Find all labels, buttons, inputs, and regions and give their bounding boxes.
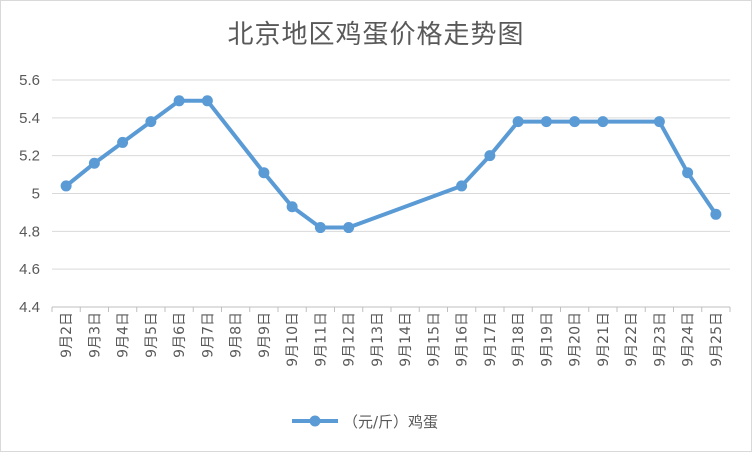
- x-tick-label: 9月12日: [342, 312, 358, 367]
- y-axis: 4.4 4.6 4.8 5 5.2 5.4 5.6: [19, 72, 40, 316]
- chart-title: 北京地区鸡蛋价格走势图: [227, 20, 525, 50]
- x-tick-label: 9月10日: [285, 312, 301, 367]
- y-tick-label: 4.4: [19, 299, 40, 316]
- x-tick-label: 9月25日: [709, 312, 725, 367]
- data-point: [569, 116, 581, 128]
- gridlines: [52, 79, 730, 308]
- legend-label: （元/斤）鸡蛋: [343, 413, 438, 431]
- data-point: [88, 157, 100, 169]
- x-tick-label: 9月16日: [455, 312, 471, 367]
- data-point: [258, 167, 270, 179]
- data-point: [682, 167, 694, 179]
- data-point: [710, 208, 722, 220]
- data-point: [60, 180, 72, 192]
- y-tick-label: 5: [32, 186, 40, 203]
- x-tick-label: 9月20日: [568, 312, 584, 367]
- x-tick-label: 9月3日: [87, 312, 103, 358]
- data-point: [201, 95, 213, 107]
- legend-marker-swatch: [309, 415, 321, 427]
- x-tick-label: 9月14日: [398, 312, 414, 367]
- x-tick-label: 9月6日: [172, 312, 188, 358]
- series-group: [60, 95, 722, 234]
- y-tick-label: 5.4: [19, 110, 40, 127]
- x-axis: 9月2日 9月3日 9月4日 9月5日 9月6日 9月7日 9月8日 9月9日 9月10日 9月1…: [51, 307, 731, 367]
- x-tick-label: 9月19日: [539, 312, 555, 367]
- data-point: [512, 116, 524, 128]
- x-tick-label: 9月5日: [144, 312, 160, 358]
- x-tick-label: 9月2日: [59, 312, 75, 358]
- y-tick-label: 5.6: [19, 72, 40, 89]
- y-tick-label: 5.2: [19, 148, 40, 165]
- data-point: [456, 180, 468, 192]
- data-point: [484, 150, 496, 162]
- x-tick-label: 9月8日: [229, 312, 245, 358]
- x-tick-label: 9月11日: [313, 312, 329, 367]
- data-point: [117, 136, 129, 148]
- data-point: [653, 116, 665, 128]
- data-point: [286, 201, 298, 213]
- x-tick-label: 9月18日: [511, 312, 527, 367]
- legend: （元/斤）鸡蛋: [292, 413, 438, 431]
- series-line: [64, 98, 718, 230]
- x-tick-label: 9月13日: [370, 312, 386, 367]
- data-point: [597, 116, 609, 128]
- x-tick-label: 9月17日: [483, 312, 499, 367]
- x-tick-label: 9月23日: [652, 312, 668, 367]
- data-point: [314, 222, 326, 234]
- x-tick-label: 9月22日: [624, 312, 640, 367]
- x-tick-label: 9月7日: [200, 312, 216, 358]
- y-tick-label: 4.6: [19, 261, 40, 278]
- data-point: [145, 116, 157, 128]
- x-tick-label: 9月9日: [257, 312, 273, 358]
- x-tick-label: 9月21日: [596, 312, 612, 367]
- data-point: [540, 116, 552, 128]
- data-point: [173, 95, 185, 107]
- x-tick-label: 9月24日: [681, 312, 697, 367]
- x-tick-label: 9月15日: [426, 312, 442, 367]
- data-point: [343, 222, 355, 234]
- x-tick-label: 9月4日: [116, 312, 132, 358]
- y-tick-label: 4.8: [19, 223, 40, 240]
